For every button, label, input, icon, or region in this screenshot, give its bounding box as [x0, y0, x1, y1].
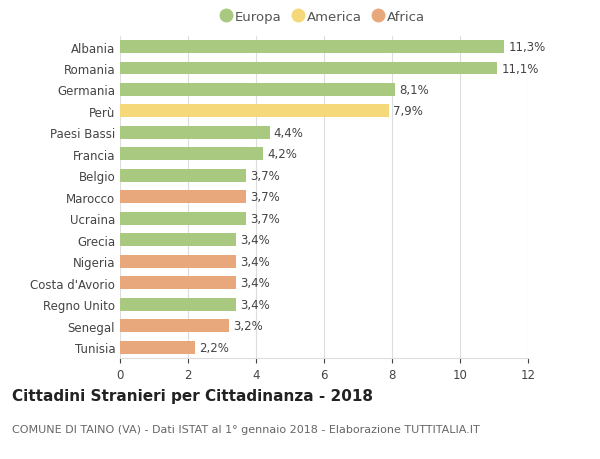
Bar — [120, 127, 269, 140]
Text: 3,7%: 3,7% — [250, 191, 280, 204]
Bar — [120, 319, 229, 332]
Bar — [120, 341, 195, 354]
Bar — [120, 234, 236, 246]
Text: 2,2%: 2,2% — [199, 341, 229, 354]
Text: 11,1%: 11,1% — [502, 62, 539, 75]
Text: 3,4%: 3,4% — [239, 255, 269, 268]
Bar — [120, 148, 263, 161]
Text: 4,4%: 4,4% — [274, 127, 304, 140]
Text: Cittadini Stranieri per Cittadinanza - 2018: Cittadini Stranieri per Cittadinanza - 2… — [12, 388, 373, 403]
Bar — [120, 191, 246, 204]
Bar — [120, 255, 236, 268]
Bar — [120, 105, 389, 118]
Text: 4,2%: 4,2% — [267, 148, 297, 161]
Text: 7,9%: 7,9% — [392, 105, 422, 118]
Text: 3,4%: 3,4% — [239, 277, 269, 290]
Text: 3,7%: 3,7% — [250, 169, 280, 182]
Bar — [120, 84, 395, 97]
Text: 8,1%: 8,1% — [400, 84, 429, 97]
Text: 3,2%: 3,2% — [233, 319, 263, 332]
Bar — [120, 41, 504, 54]
Bar — [120, 62, 497, 75]
Bar — [120, 213, 246, 225]
Legend: Europa, America, Africa: Europa, America, Africa — [223, 11, 425, 24]
Bar — [120, 298, 236, 311]
Bar — [120, 277, 236, 290]
Bar — [120, 169, 246, 182]
Text: 3,7%: 3,7% — [250, 213, 280, 225]
Text: 3,4%: 3,4% — [239, 234, 269, 246]
Text: 11,3%: 11,3% — [508, 41, 545, 54]
Text: COMUNE DI TAINO (VA) - Dati ISTAT al 1° gennaio 2018 - Elaborazione TUTTITALIA.I: COMUNE DI TAINO (VA) - Dati ISTAT al 1° … — [12, 425, 480, 435]
Text: 3,4%: 3,4% — [239, 298, 269, 311]
